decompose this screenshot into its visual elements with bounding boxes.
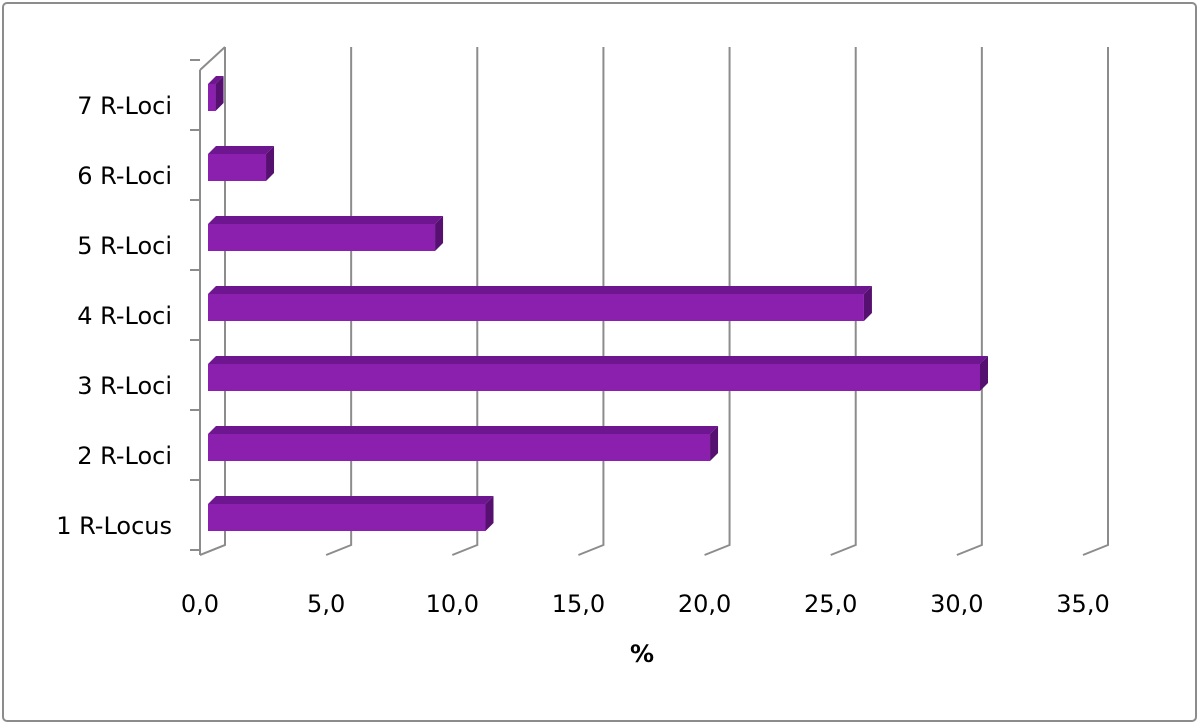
grid-line <box>1082 47 1109 556</box>
bar <box>208 426 719 461</box>
bar-side <box>266 146 275 181</box>
bar-front <box>208 154 267 181</box>
bar-top <box>208 426 719 434</box>
grid-line <box>325 47 353 556</box>
bar <box>208 76 224 111</box>
y-axis-line <box>199 46 226 71</box>
bar-front <box>208 84 216 111</box>
y-tick-label: 3 R-Loci <box>77 372 172 400</box>
bar-top <box>208 76 224 84</box>
grid-line <box>830 47 857 556</box>
grid-line <box>704 47 731 556</box>
bar-top <box>208 496 494 504</box>
grid-line <box>199 47 226 556</box>
bar-front <box>208 294 864 321</box>
grid-line <box>956 47 983 556</box>
bar-side <box>435 216 444 251</box>
x-axis-title: % <box>630 640 654 668</box>
bar-side <box>215 76 224 111</box>
bar <box>208 216 444 251</box>
bar-side <box>979 356 988 391</box>
y-tick-label: 5 R-Loci <box>77 232 172 260</box>
x-tick-label: 15,0 <box>552 590 605 618</box>
x-tick-label: 20,0 <box>678 590 731 618</box>
bar-top <box>208 286 872 294</box>
y-tick-label: 4 R-Loci <box>77 302 172 330</box>
bar <box>208 286 872 321</box>
y-tick-label: 1 R-Locus <box>56 512 172 540</box>
bar <box>208 496 494 531</box>
bar-top <box>208 146 275 154</box>
bar-front <box>208 434 711 461</box>
bar-front <box>208 364 980 391</box>
bar-front <box>208 224 436 251</box>
grid-line <box>578 47 605 556</box>
bar-side <box>863 286 872 321</box>
x-tick-label: 35,0 <box>1056 590 1109 618</box>
bar-front <box>208 504 486 531</box>
x-tick-label: 5,0 <box>307 590 345 618</box>
bar <box>208 146 275 181</box>
y-tick-label: 7 R-Loci <box>77 92 172 120</box>
x-tick-label: 30,0 <box>930 590 983 618</box>
bar-side <box>710 426 719 461</box>
grid-line <box>451 47 479 556</box>
x-tick-label: 10,0 <box>426 590 479 618</box>
x-tick-label: 0,0 <box>181 590 219 618</box>
bar-top <box>208 216 444 224</box>
y-tick-label: 2 R-Loci <box>77 442 172 470</box>
x-tick-label: 25,0 <box>804 590 857 618</box>
bar-side <box>485 496 494 531</box>
bar <box>208 356 988 391</box>
y-tick-label: 6 R-Loci <box>77 162 172 190</box>
bar-top <box>208 356 988 364</box>
